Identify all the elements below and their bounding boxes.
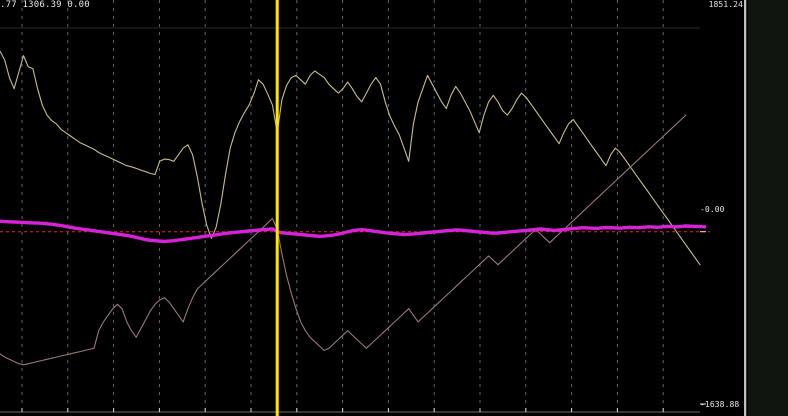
axis-label-top: 1851.24 [708, 0, 743, 9]
chart-svg [0, 0, 710, 416]
chart-value-readout: .77 1306.39 0.00 [0, 0, 90, 10]
panel-divider-shadow [746, 0, 747, 416]
panel-divider [744, 0, 746, 416]
axis-label-zero: -0.00 [700, 205, 725, 214]
background-panel[interactable]: , 1 sec как д ой [748, 0, 788, 416]
axis-label-bottom: -1638.88 [700, 400, 740, 409]
chart-plot-area[interactable] [0, 0, 745, 416]
